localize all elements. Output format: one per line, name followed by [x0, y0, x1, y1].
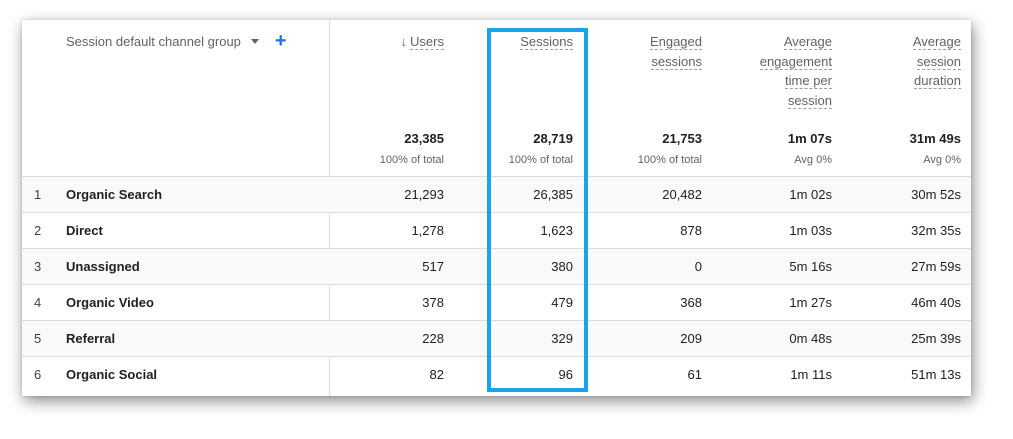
- row-index: 2: [34, 223, 42, 238]
- avg-session-duration-value: 30m 52s: [911, 187, 961, 202]
- engaged-sessions-value: 20,482: [662, 187, 702, 202]
- avg-session-duration-value: 32m 35s: [911, 223, 961, 238]
- column-header-sessions[interactable]: Sessions: [520, 32, 573, 52]
- column-header-label: duration: [914, 73, 961, 89]
- table-row[interactable]: 2 Direct 1,278 1,623 878 1m 03s 32m 35s: [22, 212, 971, 248]
- engaged-sessions-value: 878: [680, 223, 702, 238]
- avg-engagement-time-value: 5m 16s: [789, 259, 832, 274]
- column-header-label: Users: [410, 34, 444, 50]
- table-row[interactable]: 4 Organic Video 378 479 368 1m 27s 46m 4…: [22, 284, 971, 320]
- users-value: 21,293: [404, 187, 444, 202]
- users-value: 517: [422, 259, 444, 274]
- sessions-value: 329: [551, 331, 573, 346]
- total-subtext: 100% of total: [508, 154, 573, 166]
- channel-name[interactable]: Organic Social: [66, 367, 158, 382]
- engaged-sessions-value: 0: [694, 259, 702, 274]
- table-row[interactable]: 5 Referral 228 329 209 0m 48s 25m 39s: [22, 320, 971, 356]
- column-header-label: Sessions: [520, 34, 573, 50]
- sessions-value: 479: [551, 295, 573, 310]
- column-header-label: engagement: [759, 53, 832, 70]
- sessions-value: 96: [558, 367, 573, 382]
- avg-engagement-time-value: 1m 27s: [789, 295, 832, 310]
- column-header-label: time per: [785, 73, 832, 89]
- total-value: 21,753: [662, 131, 702, 146]
- avg-session-duration-value: 27m 59s: [911, 259, 961, 274]
- row-index: 6: [34, 367, 42, 382]
- table-row[interactable]: 1 Organic Search 21,293 26,385 20,482 1m…: [22, 176, 971, 212]
- channel-name[interactable]: Referral: [66, 331, 116, 346]
- channel-name[interactable]: Direct: [66, 223, 103, 238]
- totals-avg-engagement-time: 1m 07s Avg 0%: [788, 130, 832, 167]
- row-index: 3: [34, 259, 42, 274]
- sessions-value: 26,385: [533, 187, 573, 202]
- column-header-avg-session-duration[interactable]: Average session duration: [912, 32, 961, 91]
- total-value: 28,719: [533, 131, 573, 146]
- row-index: 4: [34, 295, 42, 310]
- column-header-label: Average: [783, 34, 832, 50]
- engaged-sessions-value: 209: [680, 331, 702, 346]
- totals-avg-session-duration: 31m 49s Avg 0%: [910, 130, 961, 167]
- users-value: 228: [422, 331, 444, 346]
- total-value: 1m 07s: [787, 131, 832, 146]
- users-value: 1,278: [411, 223, 444, 238]
- avg-engagement-time-value: 0m 48s: [789, 331, 832, 346]
- users-value: 82: [429, 367, 444, 382]
- total-subtext: Avg 0%: [923, 154, 961, 166]
- users-value: 378: [422, 295, 444, 310]
- avg-session-duration-value: 46m 40s: [911, 295, 961, 310]
- row-index: 5: [34, 331, 42, 346]
- channel-name[interactable]: Unassigned: [66, 259, 140, 274]
- avg-engagement-time-value: 1m 02s: [789, 187, 832, 202]
- dimension-label: Session default channel group: [66, 33, 241, 49]
- channel-name[interactable]: Organic Search: [66, 187, 163, 202]
- table-row[interactable]: 3 Unassigned 517 380 0 5m 16s 27m 59s: [22, 248, 971, 284]
- total-subtext: 100% of total: [637, 154, 702, 166]
- table-row[interactable]: 6 Organic Social 82 96 61 1m 11s 51m 13s: [22, 356, 971, 392]
- totals-users: 23,385 100% of total: [380, 130, 444, 167]
- avg-session-duration-value: 51m 13s: [911, 367, 961, 382]
- engaged-sessions-value: 61: [687, 367, 702, 382]
- arrow-down-icon: ↓: [400, 34, 408, 49]
- totals-sessions: 28,719 100% of total: [509, 130, 573, 167]
- total-subtext: Avg 0%: [794, 154, 832, 166]
- total-value: 23,385: [404, 131, 444, 146]
- column-header-engaged-sessions[interactable]: Engaged sessions: [649, 32, 702, 71]
- engaged-sessions-value: 368: [680, 295, 702, 310]
- channel-name[interactable]: Organic Video: [66, 295, 154, 310]
- column-header-avg-engagement-time[interactable]: Average engagement time per session: [759, 32, 832, 110]
- avg-session-duration-value: 25m 39s: [911, 331, 961, 346]
- dimension-header[interactable]: Session default channel group +: [66, 30, 287, 52]
- plus-icon[interactable]: +: [274, 30, 287, 52]
- row-index: 1: [34, 187, 42, 202]
- total-value: 31m 49s: [909, 131, 961, 146]
- avg-engagement-time-value: 1m 03s: [789, 223, 832, 238]
- sessions-value: 380: [551, 259, 573, 274]
- total-subtext: 100% of total: [379, 154, 444, 166]
- avg-engagement-time-value: 1m 11s: [790, 367, 832, 382]
- column-header-label: session: [916, 53, 961, 70]
- column-header-label: Engaged: [649, 34, 702, 50]
- column-header-label: sessions: [651, 53, 702, 70]
- column-header-label: Average: [912, 34, 961, 50]
- sessions-value: 1,623: [540, 223, 573, 238]
- column-header-label: session: [787, 92, 832, 109]
- caret-down-icon[interactable]: [250, 39, 259, 44]
- totals-engaged-sessions: 21,753 100% of total: [638, 130, 702, 167]
- column-header-users[interactable]: ↓ Users: [401, 32, 444, 52]
- report-table-card: Session default channel group + ↓ Users S…: [22, 20, 971, 396]
